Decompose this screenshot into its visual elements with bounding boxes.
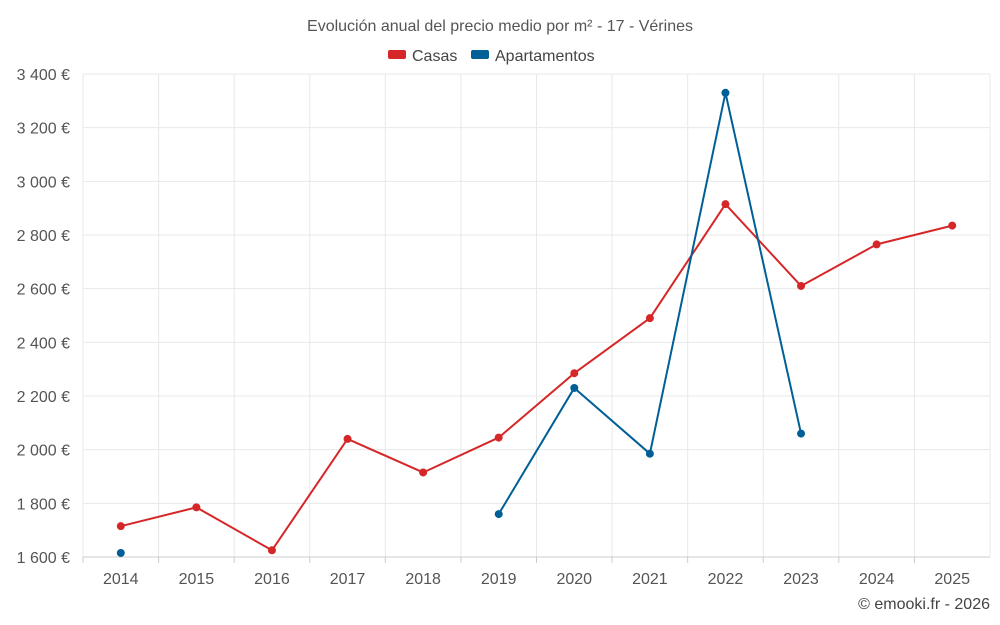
data-point[interactable] [267,546,276,555]
x-tick-label: 2016 [254,571,290,588]
y-tick-label: 1 600 € [17,550,70,567]
x-tick-label: 2024 [859,571,895,588]
y-tick-label: 2 000 € [17,443,70,460]
x-tick-label: 2018 [405,571,441,588]
legend-item-label[interactable]: Apartamentos [495,48,595,65]
series-apartamentos [116,88,806,557]
series-line [120,203,953,552]
x-tick-label: 2020 [556,571,592,588]
y-tick-label: 3 000 € [17,174,70,191]
legend-swatch [471,50,489,59]
y-tick-label: 2 400 € [17,335,70,352]
data-point[interactable] [645,449,654,458]
y-tick-label: 1 800 € [17,496,70,513]
data-point[interactable] [343,434,352,443]
x-tick-label: 2025 [934,571,970,588]
y-tick-label: 3 200 € [17,121,70,138]
data-point[interactable] [192,503,201,512]
x-tick-label: 2017 [330,571,366,588]
legend-item-label[interactable]: Casas [412,48,457,65]
data-point[interactable] [494,510,503,519]
chart-title: Evolución anual del precio medio por m² … [307,18,693,35]
x-tick-label: 2014 [103,571,139,588]
x-axis: 2014 2015 2016 2017 2018 2019 2020 2021 2022 2023… [82,556,990,588]
x-tick-label: 2021 [632,571,668,588]
x-tick-label: 2015 [179,571,215,588]
legend: Casas Apartamentos [388,48,595,65]
data-point[interactable] [570,369,579,378]
legend-swatch [388,50,406,59]
x-tick-label: 2022 [708,571,744,588]
y-axis: 1 600 € 1 800 € 2 000 € 2 200 € 2 400 € 2 600… [17,67,70,567]
y-tick-label: 2 800 € [17,228,70,245]
data-point[interactable] [872,240,881,249]
x-tick-label: 2019 [481,571,517,588]
y-tick-label: 2 200 € [17,389,70,406]
data-point[interactable] [116,548,125,557]
y-tick-label: 2 600 € [17,282,70,299]
data-point[interactable] [116,522,125,531]
grid [82,73,991,557]
credit-text: © emooki.fr - 2026 [858,596,990,613]
data-point[interactable] [645,314,654,323]
data-point[interactable] [948,221,957,230]
y-tick-label: 3 400 € [17,67,70,84]
data-point[interactable] [570,383,579,392]
series-group [116,88,957,557]
data-point[interactable] [419,468,428,477]
data-point[interactable] [797,281,806,290]
data-point[interactable] [721,200,730,209]
series-casas [116,200,957,555]
data-point[interactable] [494,433,503,442]
x-tick-label: 2023 [783,571,819,588]
data-point[interactable] [797,429,806,438]
data-point[interactable] [721,88,730,97]
